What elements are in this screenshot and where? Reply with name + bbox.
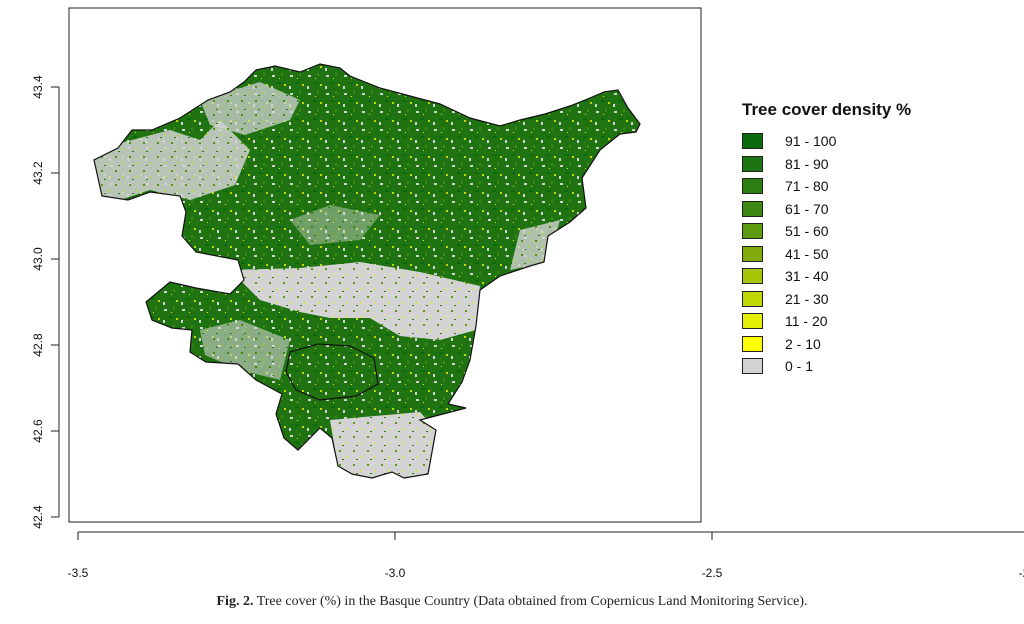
low-cover-zone-rioja <box>330 412 436 478</box>
low-cover-zone-west <box>94 120 250 200</box>
legend-item: 11 - 20 <box>742 310 1012 333</box>
legend-item: 41 - 50 <box>742 243 1012 266</box>
legend-item: 21 - 30 <box>742 288 1012 311</box>
legend-swatch <box>742 200 763 217</box>
legend-label: 11 - 20 <box>785 313 828 330</box>
legend-swatch <box>742 155 763 172</box>
legend-label: 41 - 50 <box>785 245 829 262</box>
legend-swatch <box>742 223 763 240</box>
low-cover-zone-center <box>290 205 380 245</box>
legend-swatch <box>742 313 763 330</box>
legend-swatch <box>742 133 763 150</box>
legend-swatch <box>742 335 763 352</box>
legend-item: 91 - 100 <box>742 130 1012 153</box>
low-cover-zone-south <box>230 262 480 340</box>
legend-swatch <box>742 358 763 375</box>
legend-label: 21 - 30 <box>785 290 829 307</box>
legend-label: 71 - 80 <box>785 178 829 195</box>
y-tick-label: 43.2 <box>31 161 45 185</box>
x-tick-label: -3.5 <box>68 566 89 580</box>
legend-label: 51 - 60 <box>785 223 829 240</box>
x-axis: -3.5 -3.0 -2.5 -2.0 <box>68 531 1024 580</box>
plot-frame <box>68 7 702 523</box>
caption-text: Tree cover (%) in the Basque Country (Da… <box>253 594 808 609</box>
y-tick-label: 42.8 <box>31 333 45 357</box>
legend-item: 31 - 40 <box>742 265 1012 288</box>
caption-prefix: Fig. 2. <box>216 594 254 609</box>
legend-label: 31 - 40 <box>785 268 829 285</box>
legend-swatch <box>742 290 763 307</box>
legend-items: 91 - 100 81 - 90 71 - 80 61 - 70 51 - 60 41 -… <box>742 130 1012 378</box>
legend-swatch <box>742 178 763 195</box>
low-cover-zone-alava <box>200 320 290 380</box>
legend-item: 61 - 70 <box>742 198 1012 221</box>
legend-label: 2 - 10 <box>785 335 821 352</box>
legend-item: 81 - 90 <box>742 153 1012 176</box>
figure-caption: Fig. 2. Tree cover (%) in the Basque Cou… <box>0 594 1024 610</box>
y-tick-label: 42.6 <box>31 419 45 443</box>
legend-label: 0 - 1 <box>785 358 814 375</box>
legend-label: 61 - 70 <box>785 200 829 217</box>
legend-label: 81 - 90 <box>785 155 829 172</box>
legend-item: 71 - 80 <box>742 175 1012 198</box>
legend-title: Tree cover density % <box>742 100 912 119</box>
low-cover-zone-bilbao <box>200 82 300 135</box>
legend-swatch <box>742 268 763 285</box>
legend-swatch <box>742 245 763 262</box>
legend-item: 51 - 60 <box>742 220 1012 243</box>
y-tick-label: 43.0 <box>31 247 45 271</box>
legend: Tree cover density % 91 - 100 81 - 90 71 -… <box>742 100 1012 378</box>
legend-label: 91 - 100 <box>785 133 837 150</box>
y-axis: 42.4 42.6 42.8 43.0 43.2 43.4 <box>31 75 60 529</box>
x-tick-label: -2.5 <box>702 566 723 580</box>
x-tick-label: -3.0 <box>385 566 406 580</box>
x-tick-label: -2.0 <box>1019 566 1024 580</box>
legend-item: 0 - 1 <box>742 355 1012 378</box>
basque-country-raster <box>94 64 640 478</box>
y-tick-label: 43.4 <box>31 75 45 99</box>
y-tick-label: 42.4 <box>31 505 45 529</box>
legend-item: 2 - 10 <box>742 333 1012 356</box>
